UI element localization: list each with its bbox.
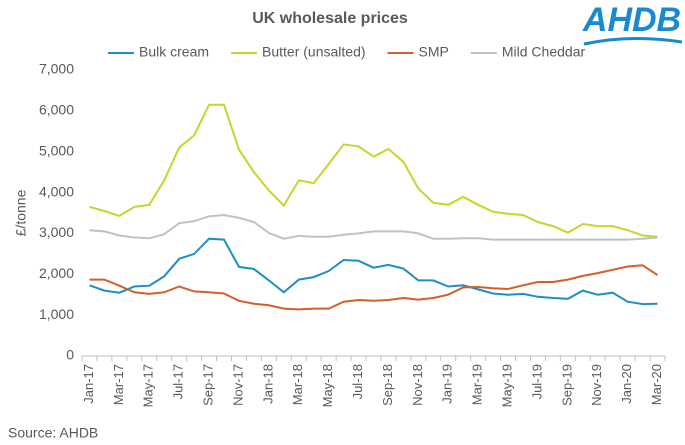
series-line [89, 213, 658, 241]
source: Source: AHDB [8, 425, 98, 441]
x-tick-label: Jan-19 [440, 364, 455, 404]
legend-label: SMP [419, 44, 449, 60]
x-tick-label: Sep-17 [201, 364, 216, 406]
x-tick-label: Jul-17 [171, 364, 186, 399]
x-tick-label: Jan-20 [619, 364, 634, 404]
y-tick-label: 2,000 [39, 265, 74, 281]
x-tick-label: Sep-19 [559, 364, 574, 406]
x-tick-label: Jul-18 [350, 364, 365, 399]
x-tick-label: Sep-18 [380, 364, 395, 406]
logo-swoosh [583, 36, 683, 46]
y-axis-label: £/tonne [13, 189, 29, 236]
x-tick-label: May-17 [141, 364, 156, 407]
x-tick-label: Mar-17 [111, 364, 126, 405]
legend-label: Butter (unsalted) [262, 44, 366, 60]
x-tick-label: May-19 [499, 364, 514, 407]
series-line [89, 264, 659, 311]
x-tick-label: Nov-18 [410, 364, 425, 406]
series-line [89, 237, 658, 306]
x-tick-label: Jan-18 [260, 364, 275, 404]
legend-label: Bulk cream [139, 44, 209, 60]
x-tick-label: Jan-17 [81, 364, 96, 404]
x-tick-label: Nov-19 [589, 364, 604, 406]
x-tick-label: Mar-19 [470, 364, 485, 405]
chart-title: UK wholesale prices [252, 10, 408, 27]
logo: AHDB [582, 1, 681, 39]
y-tick-label: 3,000 [39, 224, 74, 240]
series-line [89, 103, 658, 238]
legend-label: Mild Cheddar [502, 44, 586, 60]
y-tick-label: 1,000 [39, 306, 74, 322]
y-tick-label: 4,000 [39, 183, 74, 199]
y-tick-label: 7,000 [39, 61, 74, 77]
y-tick-label: 6,000 [39, 102, 74, 118]
x-tick-label: Jul-19 [529, 364, 544, 399]
x-tick-label: May-18 [320, 364, 335, 407]
x-tick-label: Mar-20 [649, 364, 664, 405]
y-tick-label: 5,000 [39, 142, 74, 158]
y-tick-label: 0 [66, 347, 74, 363]
x-tick-label: Nov-17 [230, 364, 245, 406]
x-tick-label: Mar-18 [290, 364, 305, 405]
